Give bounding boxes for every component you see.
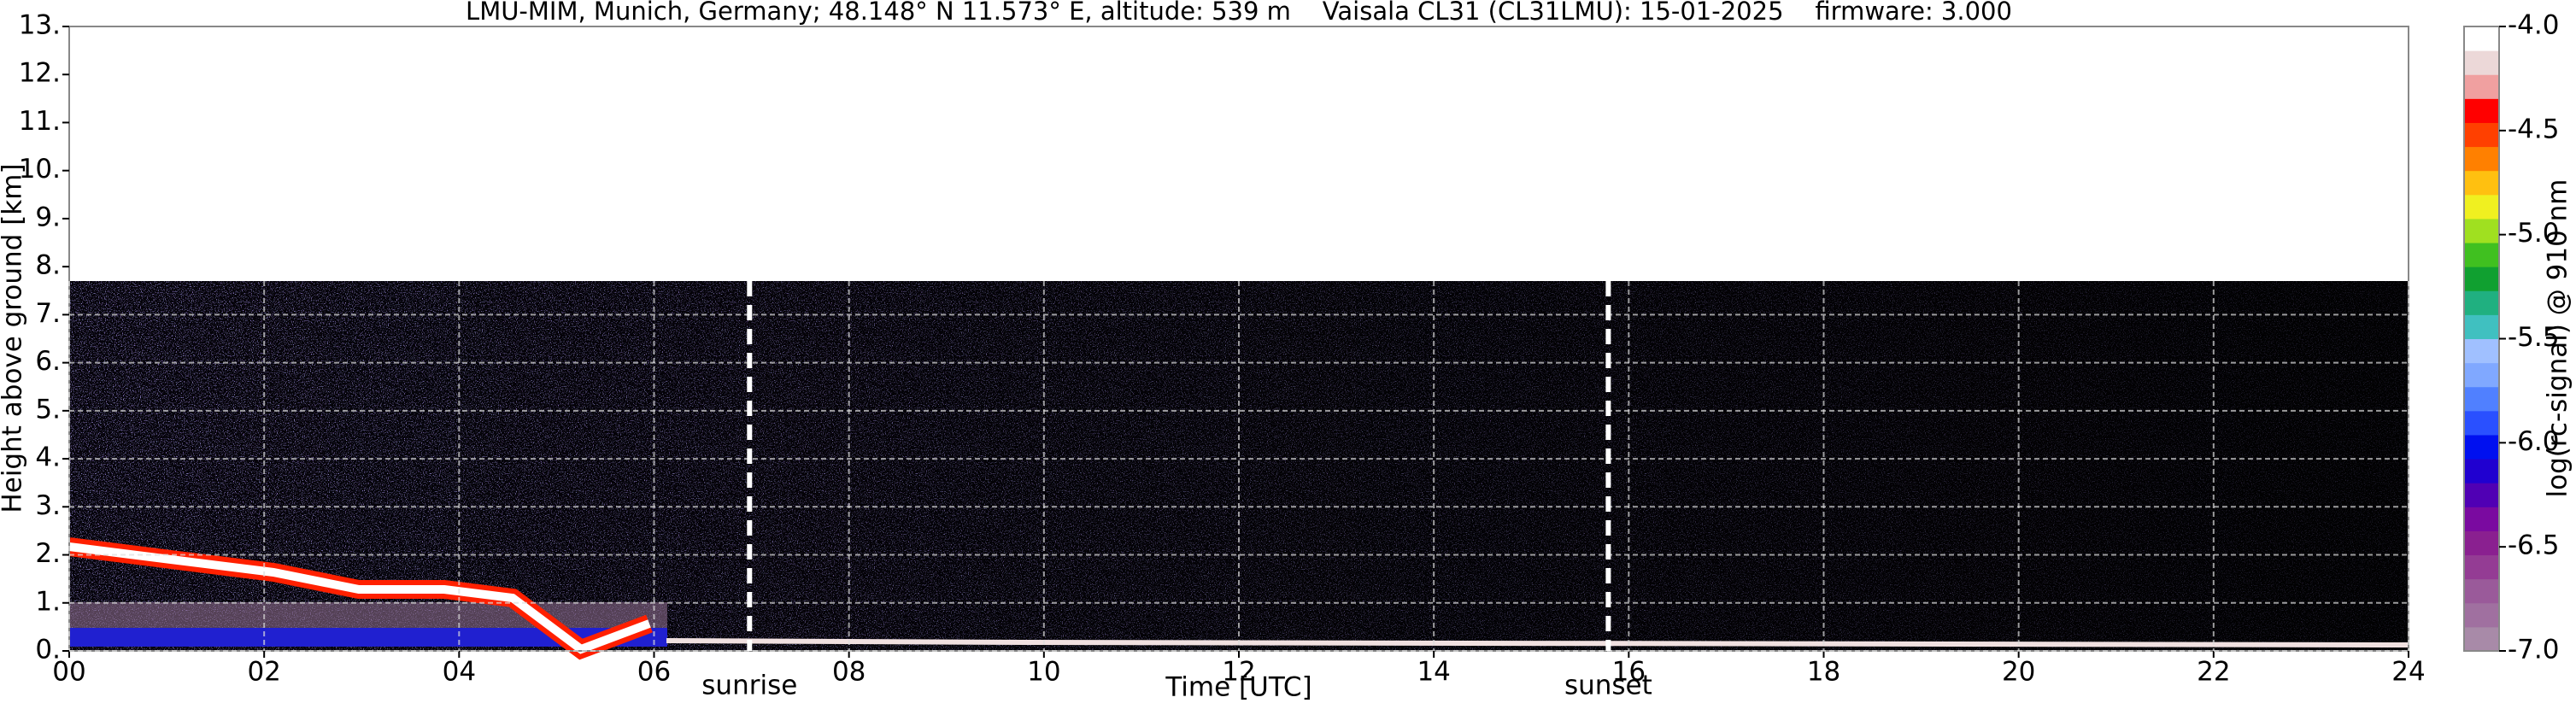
cloud-core [68,542,651,654]
y-tick-label: 3. [35,490,61,521]
colorbar-segment [2464,194,2499,220]
colorbar-tick-label: -6.5 [2508,530,2560,561]
y-tick-label: 1. [35,586,61,617]
x-tick-label: 22 [2197,657,2230,688]
colorbar-segment [2464,459,2499,483]
colorbar-segment [2464,554,2499,580]
colorbar-segment [2464,267,2499,291]
colorbar-tick-label: -6.0 [2508,426,2560,457]
colorbar-segment [2464,602,2499,628]
surface-return [666,638,2409,647]
y-tick-label: 13. [19,10,61,41]
x-tick-label: 02 [247,657,280,688]
annotation-label: sunset [1564,671,1652,701]
colorbar-segment [2464,338,2499,364]
colorbar-tick-label: -4.5 [2508,114,2560,144]
colorbar-segment [2464,290,2499,315]
y-tick-label: 0. [35,635,61,665]
colorbar-segment [2464,507,2499,531]
y-tick-label: 8. [35,250,61,281]
colorbar-segment [2464,578,2499,604]
colorbar-segment [2464,74,2499,99]
y-tick-label: 2. [35,538,61,569]
colorbar-segment [2464,530,2499,556]
x-tick-label: 08 [832,657,866,688]
colorbar-segment [2464,362,2499,388]
x-tick-label: 00 [52,657,85,688]
x-tick-label: 04 [443,657,476,688]
colorbar-segment [2464,243,2499,267]
colorbar-segment [2464,410,2499,436]
y-tick-label: 5. [35,394,61,425]
colorbar-tick-label: -7.0 [2508,635,2560,665]
x-tick-label: 12 [1222,657,1255,688]
colorbar-segment [2464,434,2499,460]
y-axis-label: Height above ground [km] [0,163,28,513]
y-tick-label: 10. [19,154,61,185]
x-tick-label: 14 [1417,657,1450,688]
colorbar-segment [2464,626,2499,652]
colorbar-tick-label: -5.0 [2508,218,2560,249]
y-tick-label: 4. [35,442,61,473]
aerosol-layer [69,602,667,628]
colorbar-segment [2464,50,2499,75]
x-tick-label: 18 [1807,657,1840,688]
y-tick-label: 11. [19,106,61,137]
x-axis-label: Time [UTC] [1165,672,1311,703]
x-tick-label: 10 [1027,657,1060,688]
y-tick-label: 9. [35,202,61,232]
colorbar-segment [2464,170,2499,196]
x-tick-label: 20 [2002,657,2035,688]
y-tick-label: 6. [35,346,61,377]
annotation-label: sunrise [701,671,797,701]
y-tick-label: 7. [35,298,61,329]
x-tick-label: 06 [637,657,671,688]
y-tick-label: 12. [19,58,61,89]
colorbar-segment [2464,483,2499,507]
colorbar-tick-label: -5.5 [2508,322,2560,353]
colorbar-segment [2464,146,2499,172]
surface-layer [69,628,667,647]
chart-title: LMU-MIM, Munich, Germany; 48.148° N 11.5… [466,0,2012,26]
colorbar-segment [2464,122,2499,148]
colorbar-label: log(rc-signal) @ 910 nm [2543,179,2573,497]
colorbar-segment [2464,386,2499,412]
colorbar-segment [2464,98,2499,123]
x-tick-label: 24 [2391,657,2425,688]
colorbar-segment [2464,314,2499,339]
colorbar-tick-label: -4.0 [2508,10,2560,41]
colorbar-segment [2464,218,2499,243]
x-tick-label: 16 [1612,657,1646,688]
colorbar-segment [2464,26,2499,51]
